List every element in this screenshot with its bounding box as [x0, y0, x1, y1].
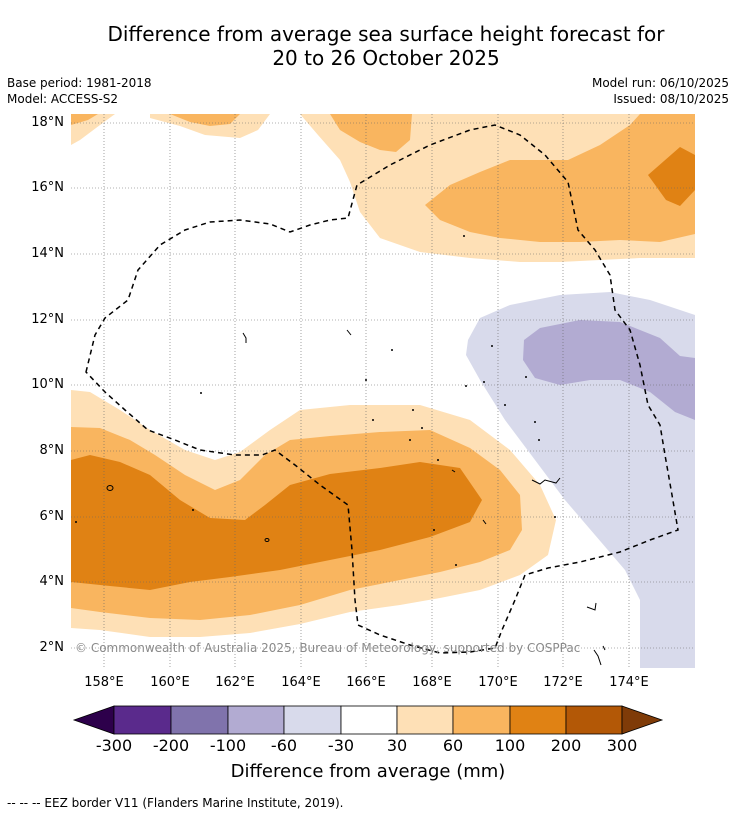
contour-neg-60-100 [523, 320, 695, 420]
lat-label-4n: 4°N [39, 574, 65, 589]
colorbar-extend-over [621, 705, 664, 735]
colorbar-bin-30-60 [396, 705, 454, 735]
colorbar-tick-100: 100 [494, 736, 526, 755]
lon-label-158e: 158°E [84, 675, 124, 690]
colorbar-tick-m60: -60 [270, 736, 298, 755]
contour-60-100-north-d [71, 114, 98, 125]
colorbar-bin-60-100 [452, 705, 511, 735]
atolls [75, 235, 556, 566]
colorbar-bin-m30-30 [340, 705, 398, 735]
islands [106, 329, 606, 666]
lat-label-8n: 8°N [39, 443, 65, 458]
meta-left: Base period: 1981-2018 Model: ACCESS-S2 [7, 75, 152, 107]
lat-label-14n: 14°N [31, 246, 64, 261]
colorbar-extend-under [72, 705, 115, 735]
meta-right: Model run: 06/10/2025 Issued: 08/10/2025 [592, 75, 729, 107]
lon-label-162e: 162°E [215, 675, 255, 690]
eez-border [85, 124, 679, 654]
colorbar-tick-m300: -300 [95, 736, 133, 755]
eez-legend-footer: -- -- -- EEZ border V11 (Flanders Marine… [7, 796, 344, 810]
base-period: Base period: 1981-2018 [7, 76, 152, 90]
colorbar-bin-100-200 [509, 705, 567, 735]
colorbar-bin-m300-m200 [113, 705, 172, 735]
contour-100-200-south [71, 455, 482, 590]
lon-label-172e: 172°E [543, 675, 583, 690]
colorbar-tick-m30: -30 [327, 736, 355, 755]
colorbar-bin-m60-m30 [283, 705, 342, 735]
title-line-1: Difference from average sea surface heig… [107, 22, 665, 46]
chart-title: Difference from average sea surface heig… [0, 22, 736, 70]
lon-label-170e: 170°E [478, 675, 518, 690]
lat-label-10n: 10°N [31, 377, 64, 392]
copyright-notice: © Commonwealth of Australia 2025, Bureau… [75, 641, 581, 655]
map-area [71, 114, 695, 668]
contour-60-100-north-b [425, 114, 695, 242]
colorbar-bin-m200-m100 [170, 705, 229, 735]
colorbar-tick-60: 60 [442, 736, 464, 755]
issued-date: Issued: 08/10/2025 [613, 92, 729, 106]
colorbar-tick-30: 30 [386, 736, 408, 755]
title-line-2: 20 to 26 October 2025 [272, 46, 500, 70]
contour-60-100-north-c [170, 114, 240, 126]
lat-label-12n: 12°N [31, 312, 64, 327]
lon-label-168e: 168°E [412, 675, 452, 690]
lat-label-6n: 6°N [39, 509, 65, 524]
lon-label-166e: 166°E [346, 675, 386, 690]
colorbar-tick-200: 200 [550, 736, 582, 755]
lon-label-164e: 164°E [281, 675, 321, 690]
model-run: Model run: 06/10/2025 [591, 76, 729, 90]
colorbar-tick-m100: -100 [209, 736, 247, 755]
contour-100-200-north [648, 147, 695, 206]
contour-60-100-north-a [330, 114, 412, 152]
colorbar-bin-m100-m60 [227, 705, 285, 735]
lat-label-2n: 2°N [39, 640, 65, 655]
lat-label-18n: 18°N [31, 115, 64, 130]
colorbar-label: Difference from average (mm) [230, 761, 506, 782]
lat-label-16n: 16°N [31, 180, 64, 195]
lon-label-174e: 174°E [609, 675, 649, 690]
colorbar [72, 705, 664, 735]
colorbar-tick-300: 300 [606, 736, 638, 755]
colorbar-bin-200-300 [565, 705, 623, 735]
lon-label-160e: 160°E [150, 675, 190, 690]
colorbar-tick-m200: -200 [152, 736, 190, 755]
model-name: Model: ACCESS-S2 [7, 92, 119, 106]
